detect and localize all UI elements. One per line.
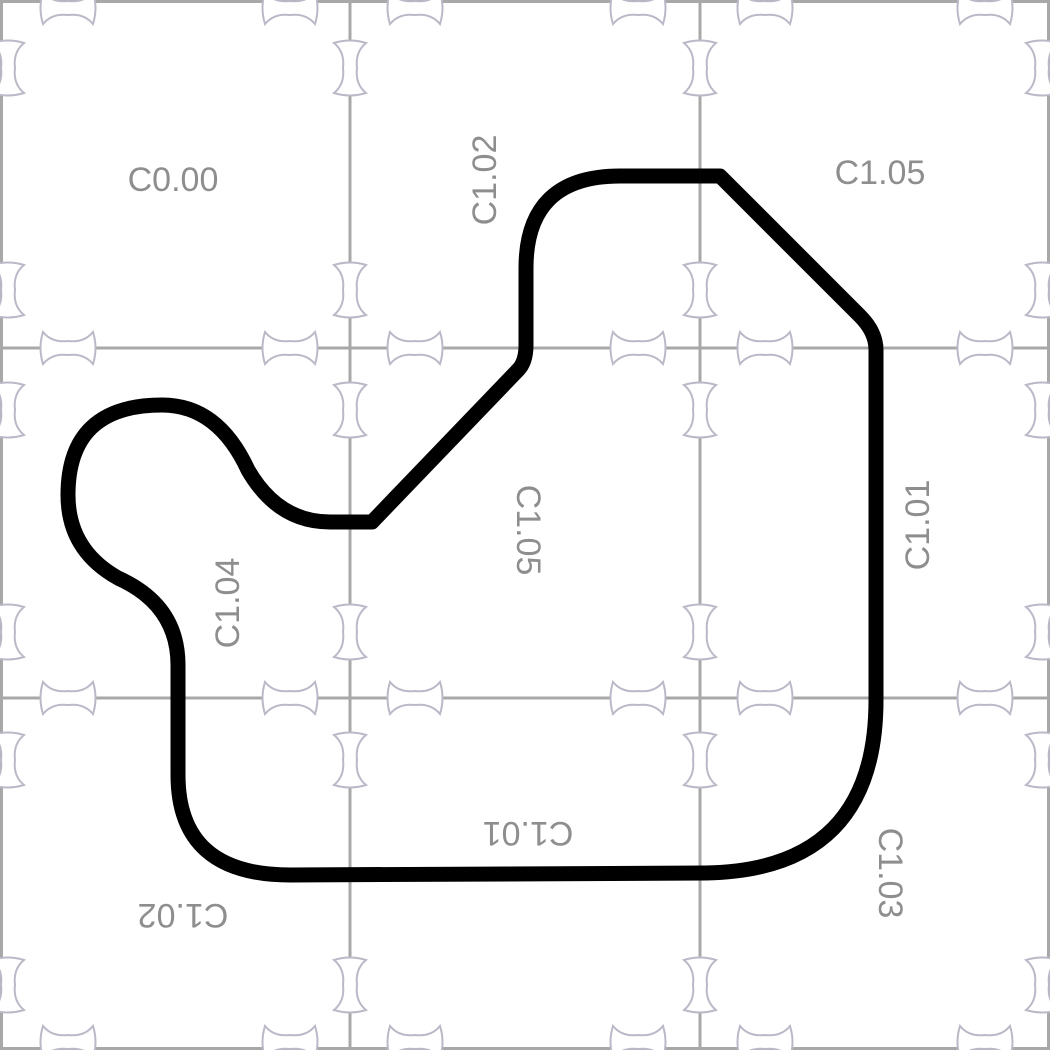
tile-label-r2c0: C1.02 xyxy=(138,896,229,934)
connector-h-17 xyxy=(956,679,1014,717)
connector-h-4 xyxy=(736,0,794,27)
tile-label-r2c1: C1.01 xyxy=(483,814,574,852)
connector-v-38 xyxy=(681,381,719,439)
connector-h-11 xyxy=(956,329,1014,367)
connector-h-18 xyxy=(39,1023,97,1050)
connector-v-41 xyxy=(681,956,719,1014)
connector-v-24 xyxy=(0,39,27,97)
connector-v-32 xyxy=(331,381,369,439)
connector-h-0 xyxy=(39,0,97,27)
connector-h-19 xyxy=(261,1023,319,1050)
tile-label-r0c2: C1.05 xyxy=(835,154,926,192)
connector-v-28 xyxy=(0,731,27,789)
connector-v-39 xyxy=(681,603,719,661)
connector-h-5 xyxy=(956,0,1014,27)
connector-h-12 xyxy=(39,679,97,717)
connector-v-31 xyxy=(331,261,369,319)
tile-label-r0c0: C0.00 xyxy=(128,161,219,199)
connector-v-29 xyxy=(0,956,27,1014)
connector-h-21 xyxy=(609,1023,667,1050)
connector-v-30 xyxy=(331,39,369,97)
tile-label-r1c2: C1.01 xyxy=(899,480,937,571)
connector-h-14 xyxy=(386,679,444,717)
connector-v-45 xyxy=(1023,603,1050,661)
connector-h-3 xyxy=(609,0,667,27)
tile-label-r1c1: C1.05 xyxy=(509,485,547,576)
connector-v-33 xyxy=(331,603,369,661)
track-loop xyxy=(60,168,884,883)
tile-label-r1c0: C1.04 xyxy=(209,558,247,649)
connector-v-46 xyxy=(1023,731,1050,789)
connector-v-37 xyxy=(681,261,719,319)
connector-v-25 xyxy=(0,261,27,319)
tile-label-r2c2: C1.03 xyxy=(871,828,909,919)
connector-h-15 xyxy=(609,679,667,717)
connector-h-1 xyxy=(261,0,319,27)
connector-h-7 xyxy=(261,329,319,367)
connector-h-20 xyxy=(386,1023,444,1050)
connector-h-9 xyxy=(609,329,667,367)
connector-v-36 xyxy=(681,39,719,97)
connector-v-42 xyxy=(1023,39,1050,97)
connector-h-2 xyxy=(386,0,444,27)
connector-h-13 xyxy=(261,679,319,717)
connector-v-47 xyxy=(1023,956,1050,1014)
connector-h-6 xyxy=(39,329,97,367)
connector-h-8 xyxy=(386,329,444,367)
connector-v-35 xyxy=(331,956,369,1014)
connector-v-34 xyxy=(331,731,369,789)
connector-v-26 xyxy=(0,381,27,439)
connector-v-44 xyxy=(1023,381,1050,439)
connector-h-23 xyxy=(956,1023,1014,1050)
connector-v-27 xyxy=(0,603,27,661)
connector-v-40 xyxy=(681,731,719,789)
connector-h-22 xyxy=(736,1023,794,1050)
connector-v-43 xyxy=(1023,261,1050,319)
connector-h-10 xyxy=(736,329,794,367)
tile-label-r0c1: C1.02 xyxy=(466,135,504,226)
tile-labels: C0.00 C1.02 C1.05 C1.04 C1.05 C1.01 C1.0… xyxy=(128,135,937,934)
connector-h-16 xyxy=(736,679,794,717)
